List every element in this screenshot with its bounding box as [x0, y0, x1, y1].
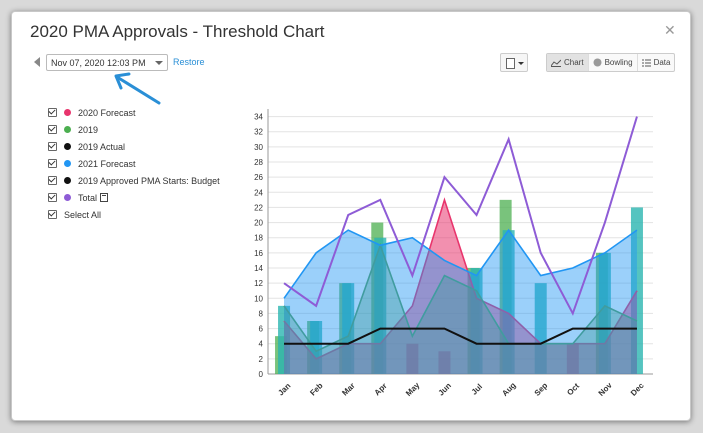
x-tick-label: Apr [373, 381, 389, 397]
y-tick-label: 0 [259, 370, 264, 379]
line-total [283, 116, 638, 316]
series-dot [64, 109, 71, 116]
x-tick-label: Oct [565, 381, 581, 397]
checkbox-icon[interactable] [48, 142, 57, 151]
y-tick-label: 20 [254, 219, 263, 228]
area-2020-forecast-line [283, 197, 638, 360]
chevron-down-icon [155, 61, 163, 65]
checkbox-icon[interactable] [48, 210, 57, 219]
view-chart-label: Chart [564, 58, 584, 67]
view-chart-button[interactable]: Chart [547, 54, 589, 71]
legend-label: 2021 Forecast [78, 158, 136, 169]
chevron-down-icon [518, 62, 524, 65]
y-tick-label: 18 [254, 234, 263, 243]
checkbox-icon[interactable] [48, 108, 57, 117]
view-bowling-button[interactable]: Bowling [589, 54, 638, 71]
annotation-arrow-icon [114, 72, 161, 105]
line-budget [284, 327, 637, 345]
y-tick-label: 30 [254, 143, 263, 152]
bowling-ball-icon [593, 58, 602, 67]
x-tick-label: Aug [500, 381, 517, 398]
series-dot [64, 194, 71, 201]
legend-item-2021-forecast[interactable]: 2021 Forecast [48, 155, 220, 172]
y-tick-label: 2 [259, 355, 264, 364]
y-tick-label: 14 [254, 264, 263, 273]
series-legend: 2020 Forecast 2019 2019 Actual 2021 Fore… [48, 104, 220, 223]
legend-item-budget[interactable]: 2019 Approved PMA Starts: Budget [48, 172, 220, 189]
close-icon[interactable]: ✕ [664, 22, 676, 38]
series-dot [64, 143, 71, 150]
x-tick-label: Dec [629, 381, 646, 398]
legend-label: 2019 [78, 124, 99, 135]
area-2019-line [283, 242, 638, 353]
date-select[interactable]: Nov 07, 2020 12:03 PM [46, 54, 168, 71]
y-tick-label: 22 [254, 203, 263, 212]
checkbox-icon[interactable] [48, 125, 57, 134]
checkbox-icon[interactable] [48, 159, 57, 168]
line-chart-icon [551, 59, 561, 67]
legend-label: 2019 Approved PMA Starts: Budget [78, 175, 220, 186]
legend-item-2020-forecast[interactable]: 2020 Forecast [48, 104, 220, 121]
view-data-label: Data [653, 58, 671, 67]
x-tick-label: Jan [276, 381, 292, 397]
legend-label: 2019 Actual [78, 141, 126, 152]
legend-item-2019[interactable]: 2019 [48, 121, 220, 138]
y-tick-label: 16 [254, 249, 263, 258]
y-tick-label: 26 [254, 173, 263, 182]
previous-date-icon[interactable] [34, 57, 40, 67]
y-tick-label: 8 [259, 309, 264, 318]
y-tick-label: 6 [259, 325, 264, 334]
y-tick-label: 12 [254, 279, 263, 288]
legend-item-2019-actual[interactable]: 2019 Actual [48, 138, 220, 155]
view-switcher: Chart Bowling Data [546, 53, 676, 72]
legend-select-all[interactable]: Select All [48, 206, 220, 223]
x-tick-label: Nov [597, 380, 614, 397]
series-dot [64, 177, 71, 184]
list-icon [641, 59, 651, 66]
threshold-chart-dialog: 2020 PMA Approvals - Threshold Chart ✕ N… [11, 11, 691, 421]
y-tick-label: 24 [254, 188, 263, 197]
x-tick-label: Jun [437, 381, 454, 398]
export-button[interactable] [500, 53, 528, 72]
y-tick-label: 32 [254, 128, 263, 137]
dialog-title: 2020 PMA Approvals - Threshold Chart [30, 22, 325, 41]
series-dot [64, 160, 71, 167]
area-2020-forecast [284, 199, 637, 374]
y-tick-label: 4 [259, 340, 264, 349]
view-bowling-label: Bowling [604, 58, 633, 67]
date-select-value: Nov 07, 2020 12:03 PM [51, 58, 146, 68]
checkbox-icon[interactable] [48, 193, 57, 202]
checkbox-icon[interactable] [48, 176, 57, 185]
area-2019 [284, 245, 637, 374]
legend-label: 2020 Forecast [78, 107, 136, 118]
restore-link[interactable]: Restore [173, 57, 205, 67]
x-tick-label: Feb [308, 381, 325, 398]
x-tick-label: Jul [470, 382, 485, 397]
view-data-button[interactable]: Data [638, 54, 675, 71]
series-dot [64, 126, 71, 133]
x-tick-label: May [404, 380, 422, 398]
area-2021-forecast [284, 230, 637, 374]
legend-item-total[interactable]: Total [48, 189, 220, 206]
y-tick-label: 28 [254, 158, 263, 167]
document-icon [506, 58, 515, 69]
y-tick-label: 34 [254, 113, 263, 122]
y-tick-label: 10 [254, 294, 263, 303]
calculator-icon[interactable] [100, 193, 109, 202]
area-2021-forecast-line [283, 228, 638, 299]
x-tick-label: Sep [533, 381, 550, 398]
legend-label: Total [78, 192, 98, 203]
select-all-label: Select All [64, 209, 102, 220]
x-tick-label: Mar [340, 381, 356, 397]
